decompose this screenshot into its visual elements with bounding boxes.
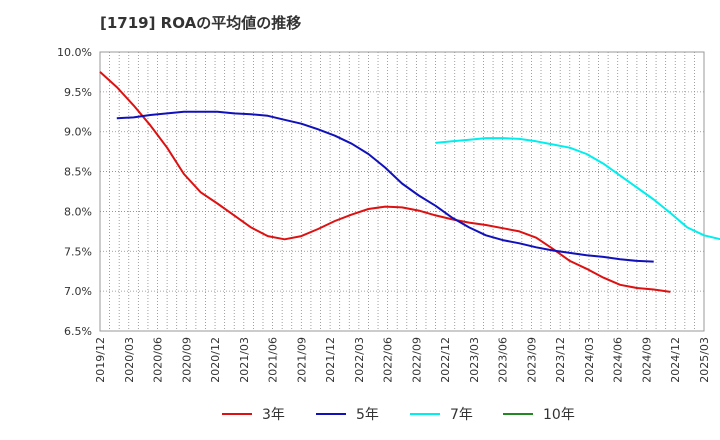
y-tick-label: 8.0% [64, 205, 92, 218]
x-tick-label: 2023/09 [525, 337, 538, 383]
x-tick-label: 2020/03 [123, 337, 136, 383]
legend-label: 10年 [543, 407, 575, 423]
x-tick-label: 2021/06 [267, 337, 280, 383]
series-line-5年 [116, 110, 654, 263]
legend-label: 5年 [356, 407, 379, 423]
y-tick-label: 7.0% [64, 285, 92, 298]
x-tick-label: 2023/03 [468, 337, 481, 383]
chart-title: [1719] ROAの平均値の推移 [100, 14, 302, 32]
x-tick-label: 2025/03 [698, 337, 711, 383]
x-tick-label: 2021/12 [324, 337, 337, 383]
series-line-7年 [435, 137, 720, 241]
series-layer [99, 71, 720, 293]
plot-frame [99, 51, 705, 332]
x-tick-label: 2020/12 [209, 337, 222, 383]
x-tick-label: 2022/09 [410, 337, 423, 383]
legend-label: 7年 [450, 407, 473, 423]
legend-label: 3年 [262, 407, 285, 423]
x-tick-label: 2022/12 [439, 337, 452, 383]
y-tick-label: 9.5% [64, 86, 92, 99]
x-tick-label: 2024/09 [640, 337, 653, 383]
y-tick-label: 6.5% [64, 325, 92, 338]
x-tick-label: 2020/09 [180, 337, 193, 383]
y-tick-label: 7.5% [64, 245, 92, 258]
x-tick-label: 2022/06 [382, 337, 395, 383]
y-tick-label: 8.5% [64, 166, 92, 179]
x-tick-label: 2019/12 [94, 337, 107, 383]
x-tick-label: 2021/09 [295, 337, 308, 383]
x-tick-label: 2024/06 [612, 337, 625, 383]
y-tick-label: 10.0% [57, 46, 92, 59]
x-tick-label: 2022/03 [353, 337, 366, 383]
x-tick-label: 2024/12 [669, 337, 682, 383]
x-tick-label: 2020/06 [152, 337, 165, 383]
x-tick-label: 2021/03 [238, 337, 251, 383]
y-axis: 6.5% 7.0% 7.5% 8.0% 8.5% 9.0% 9.5% 10.0% [57, 46, 92, 338]
x-axis: 2019/12 2020/03 2020/06 2020/09 2020/12 2021/… [94, 337, 711, 383]
y-tick-label: 9.0% [64, 126, 92, 139]
legend: 3年 5年 7年 10年 [222, 407, 575, 423]
grid-layer [100, 52, 704, 331]
x-tick-label: 2024/03 [583, 337, 596, 383]
x-tick-label: 2023/12 [554, 337, 567, 383]
series-line-3年 [99, 71, 671, 293]
x-tick-label: 2023/06 [497, 337, 510, 383]
